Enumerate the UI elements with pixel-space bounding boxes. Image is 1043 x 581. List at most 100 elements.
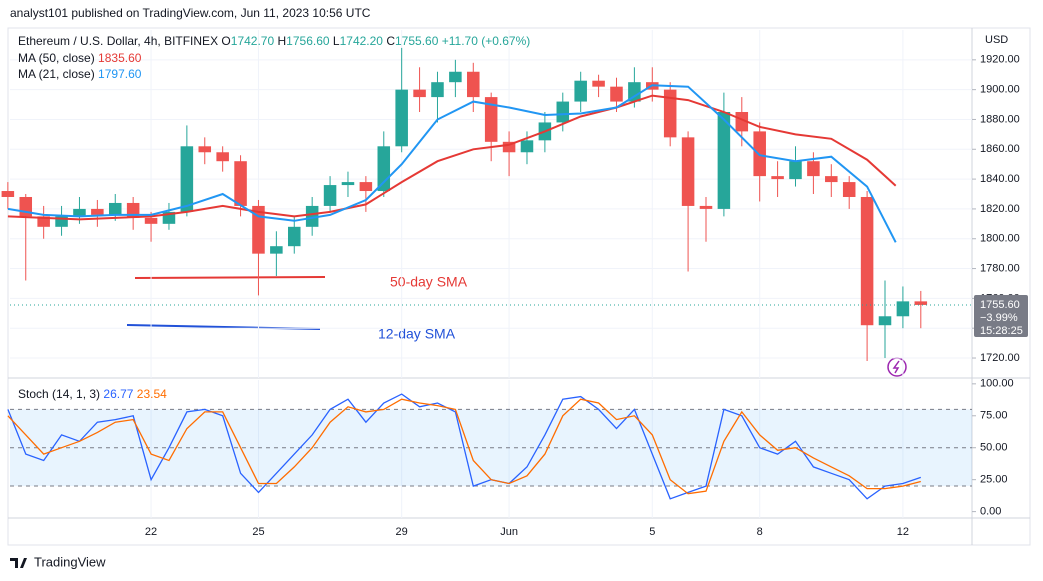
candle-body [198, 146, 212, 153]
candle-body [592, 80, 605, 87]
stoch-line [7, 393, 922, 500]
candle-body [359, 182, 373, 192]
candle-body [252, 205, 265, 254]
annotation: 50-day SMA [390, 274, 468, 290]
candle-body [663, 89, 677, 138]
currency: USD [985, 34, 1008, 46]
legend-value: 26.77 [103, 387, 133, 401]
candle-body [878, 316, 892, 326]
ohlc-label: C [386, 34, 395, 48]
y-tick-label: 75.00 [980, 410, 1008, 422]
y-tick-label: 50.00 [980, 442, 1008, 454]
candle-body [341, 182, 355, 186]
y-tick-label: 1780.00 [980, 262, 1020, 274]
legend: Ethereum / U.S. Dollar, 4h, BITFINEX O17… [18, 34, 530, 48]
legend-name: MA (50, close) [18, 51, 95, 65]
legend-value: 1835.60 [98, 51, 142, 65]
candle-body [1, 191, 15, 197]
ohlc-label: O [221, 34, 230, 48]
candle-body [431, 82, 444, 98]
candle-body [413, 89, 426, 98]
candle-body [556, 101, 570, 123]
annotation: 12-day SMA [378, 326, 456, 342]
brand: TradingView [34, 554, 106, 569]
y-tick-label: 25.00 [980, 474, 1008, 486]
y-tick-label: 0.00 [980, 506, 1001, 518]
logo [10, 558, 27, 568]
moving-average [7, 84, 897, 243]
candle-body [717, 112, 731, 209]
candle-body [735, 112, 749, 132]
legend: Stoch (14, 1, 3) 26.77 23.54 [18, 387, 167, 401]
candle-body [628, 82, 641, 102]
ohlc-value: 1742.70 [231, 34, 275, 48]
publisher: analyst101 published on TradingView.com,… [10, 6, 371, 20]
candle-body [825, 176, 838, 183]
candle-body [789, 161, 802, 180]
y-tick-label: 1860.00 [980, 143, 1020, 155]
candle-body [305, 205, 319, 227]
symbol: Ethereum / U.S. Dollar, 4h, BITFINEX [18, 34, 218, 48]
candle-body [323, 185, 337, 206]
candle-body [55, 216, 68, 227]
x-tick-label: 25 [252, 526, 264, 538]
legend-entry: MA (21, close) 1797.60 [18, 67, 142, 81]
x-tick-label: 12 [897, 526, 909, 538]
candle-body [288, 226, 301, 247]
x-tick-label: 29 [396, 526, 408, 538]
candle-body [73, 208, 86, 217]
candle-body [771, 176, 784, 180]
candle-body [699, 205, 713, 209]
candle-body [467, 71, 480, 98]
candle-body [449, 71, 462, 83]
x-tick-label: 22 [145, 526, 157, 538]
candle-body [484, 97, 498, 142]
candle-body [681, 137, 695, 206]
ohlc-value: 1742.20 [340, 34, 384, 48]
y-tick-label: 1820.00 [980, 203, 1020, 215]
ohlc-label: H [278, 34, 287, 48]
candle-body [37, 216, 50, 227]
candle-body [896, 301, 910, 317]
countdown: 15:28:25 [980, 325, 1023, 337]
candle-body [234, 161, 247, 206]
ohlc-value: 1755.60 [395, 34, 439, 48]
candle-body [180, 146, 194, 212]
last-price-box [974, 294, 1028, 337]
candle-body [144, 217, 158, 224]
legend-entry: MA (50, close) 1835.60 [18, 51, 142, 65]
legend-value: 23.54 [137, 387, 167, 401]
candle-body [610, 86, 623, 102]
x-tick-label: Jun [500, 526, 518, 538]
legend-name: MA (21, close) [18, 67, 95, 81]
candle-body [91, 208, 104, 215]
candle-body [108, 202, 122, 215]
candle-body [162, 211, 176, 224]
last-price: 1755.60 [980, 299, 1020, 311]
candle-body [914, 301, 928, 305]
candle-body [520, 140, 534, 153]
change: +11.70 (+0.67%) [442, 34, 531, 48]
stoch-line [7, 398, 921, 495]
candle-body [270, 246, 283, 254]
legend-value: 1797.60 [98, 67, 142, 81]
y-tick-label: 1920.00 [980, 54, 1020, 66]
x-tick-label: 8 [757, 526, 763, 538]
candle-body [753, 131, 766, 177]
y-tick-label: 1800.00 [980, 233, 1020, 245]
candle-body [395, 89, 408, 147]
moving-average [7, 94, 897, 221]
x-tick-label: 5 [649, 526, 655, 538]
candle-body [860, 196, 874, 326]
trend-line-red [134, 276, 326, 279]
y-tick-label: 1880.00 [980, 113, 1020, 125]
candle-body [377, 146, 391, 192]
y-tick-label: 100.00 [980, 378, 1014, 390]
candle-body [842, 182, 856, 197]
y-tick-label: 1840.00 [980, 173, 1020, 185]
candle-body [807, 161, 820, 177]
candle-body [502, 141, 516, 153]
y-tick-label: 1900.00 [980, 84, 1020, 96]
